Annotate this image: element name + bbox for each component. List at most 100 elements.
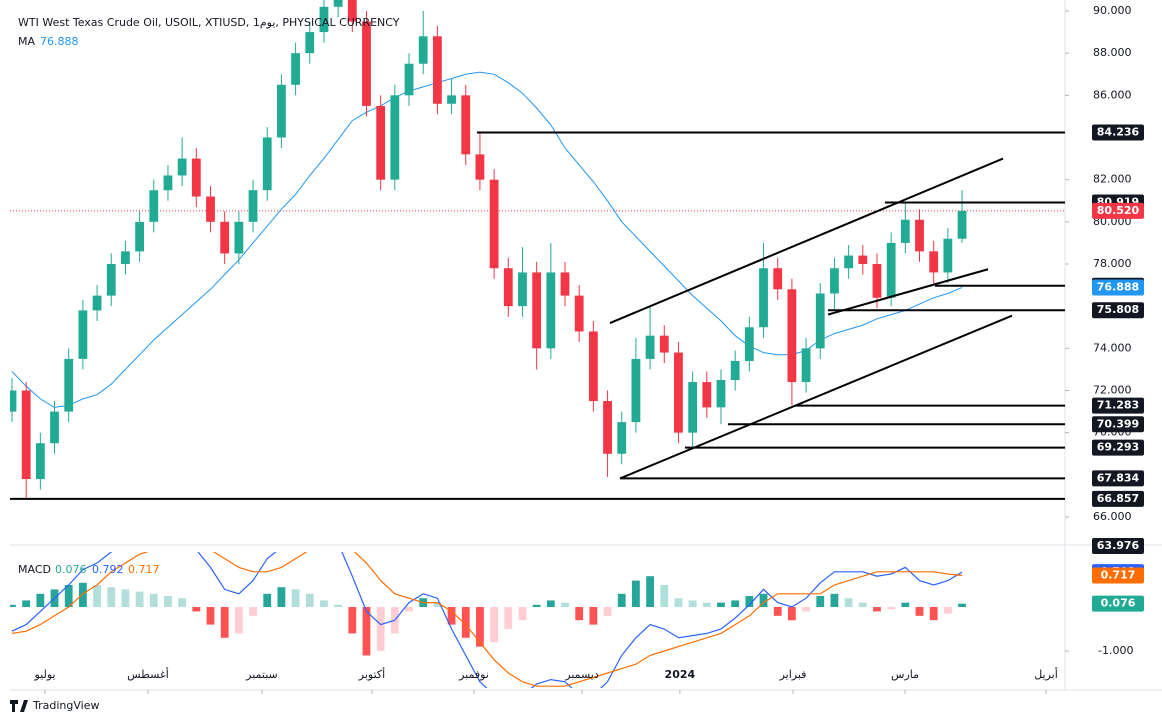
scale-marker-label-box xyxy=(1092,538,1144,554)
macd-histogram-bar xyxy=(731,600,740,608)
candle-body xyxy=(404,63,414,96)
x-tick-label: أكتوبر xyxy=(358,667,385,681)
macd-line xyxy=(11,552,963,688)
candle-body xyxy=(10,390,17,412)
macd-histogram-bar xyxy=(915,607,924,616)
macd-histogram-bar xyxy=(887,607,896,610)
macd-histogram-bar xyxy=(745,596,754,608)
candle-body xyxy=(78,310,88,359)
y-tick-label: 82.000 xyxy=(1093,173,1132,186)
x-tick-label: أغسطس xyxy=(127,667,169,681)
y-tick-label: 72.000 xyxy=(1093,384,1132,397)
macd-histogram-bar xyxy=(958,603,966,608)
current-price-label-box xyxy=(1092,202,1144,219)
macd-legend-name: MACD xyxy=(18,563,51,576)
level-label-box xyxy=(1092,124,1144,141)
level-label: 69.293 xyxy=(1097,441,1139,454)
macd-histogram-bar xyxy=(532,604,541,608)
scale-marker-label: 63.976 xyxy=(1097,539,1140,552)
macd-histogram-bar xyxy=(234,607,243,634)
macd-histogram-bar xyxy=(291,589,300,608)
chart-title: WTI West Texas Crude Oil, USOIL, XTIUSD,… xyxy=(18,16,400,29)
x-tick-label: ديسمبر xyxy=(564,668,599,681)
macd-histogram-bar xyxy=(107,587,116,608)
x-tick-label: نوفمبر xyxy=(458,668,489,681)
candle-body xyxy=(617,422,627,454)
level-label: 71.283 xyxy=(1097,399,1139,412)
candle-body xyxy=(943,238,953,273)
macd-histogram-bar xyxy=(348,607,357,634)
candle-body xyxy=(588,331,598,402)
overlay: 90.00088.00086.00082.00080.00078.00074.0… xyxy=(10,4,1144,712)
candle-body xyxy=(390,95,400,180)
trend-line xyxy=(619,314,1013,480)
level-label: 75.808 xyxy=(1097,303,1139,316)
y-tick-label: 90.000 xyxy=(1093,4,1132,17)
candle-body xyxy=(801,348,811,383)
macd-histogram-bar xyxy=(64,585,73,608)
macd-histogram-bar xyxy=(476,607,484,647)
macd-histogram-bar xyxy=(78,582,87,608)
macd-histogram-bar xyxy=(10,604,16,608)
trend-line xyxy=(827,268,989,316)
macd-pane xyxy=(10,552,966,688)
macd-histogram-bar xyxy=(206,607,215,625)
candle-body xyxy=(376,105,386,180)
macd-histogram-bar xyxy=(858,602,867,608)
brand-name: TradingView xyxy=(32,699,99,712)
macd-histogram-bar xyxy=(688,600,697,608)
candle-body xyxy=(674,352,683,433)
candle-body xyxy=(362,21,371,106)
candle-body xyxy=(92,295,102,311)
candle-body xyxy=(560,272,570,296)
level-label-box xyxy=(1092,397,1144,414)
candle-body xyxy=(815,293,825,349)
candle-body xyxy=(546,272,556,349)
candle-body xyxy=(121,251,130,264)
macd-histogram-bar xyxy=(787,607,796,621)
ma-legend-name: MA xyxy=(18,35,35,48)
candle-body xyxy=(262,137,272,191)
candle-body xyxy=(432,36,442,104)
current-price-label: 80.520 xyxy=(1097,204,1140,217)
macd-histogram-bar xyxy=(376,607,385,652)
macd-histogram-bar xyxy=(660,585,669,608)
macd-histogram-bar xyxy=(405,607,413,612)
macd-histogram-bar xyxy=(873,607,881,612)
candle-body xyxy=(872,264,882,298)
macd-histogram-bar xyxy=(561,602,569,608)
candle-body xyxy=(900,219,910,243)
macd-histogram-bar xyxy=(802,607,810,612)
level-label-box xyxy=(1092,439,1144,456)
macd-histogram-bar xyxy=(362,607,371,656)
candle-body xyxy=(135,221,145,252)
candle-body xyxy=(319,6,329,33)
candle-body xyxy=(645,335,655,359)
level-label-box xyxy=(1092,490,1144,507)
macd-histogram-bar xyxy=(646,576,654,608)
ma-label-box xyxy=(1092,279,1144,296)
x-tick-label: مارس xyxy=(891,668,919,681)
y-tick-label: 86.000 xyxy=(1093,88,1132,101)
candle-body xyxy=(518,272,527,307)
x-tick-label: فبراير xyxy=(779,668,807,681)
candle-body xyxy=(730,360,740,380)
brand-logo xyxy=(10,700,28,712)
candle-body xyxy=(858,255,868,264)
macd-histogram-bar xyxy=(518,607,527,621)
macd-histogram-bar xyxy=(220,607,229,638)
candle-body xyxy=(248,190,258,222)
candle-body xyxy=(64,358,74,412)
price-pane xyxy=(10,0,1065,500)
macd-histogram-bar xyxy=(603,607,612,616)
candle-body xyxy=(830,268,839,294)
macd-histogram-bar xyxy=(121,589,130,608)
macd-histogram-bar xyxy=(901,602,910,608)
macd-histogram-bar xyxy=(589,607,598,625)
macd-histogram-bar xyxy=(575,607,584,621)
candle-body xyxy=(631,358,641,423)
macd-histogram-bar xyxy=(773,607,782,616)
candle-body xyxy=(475,154,485,180)
macd-legend-hist: 0.076 xyxy=(55,563,87,576)
candle-body xyxy=(106,264,116,296)
